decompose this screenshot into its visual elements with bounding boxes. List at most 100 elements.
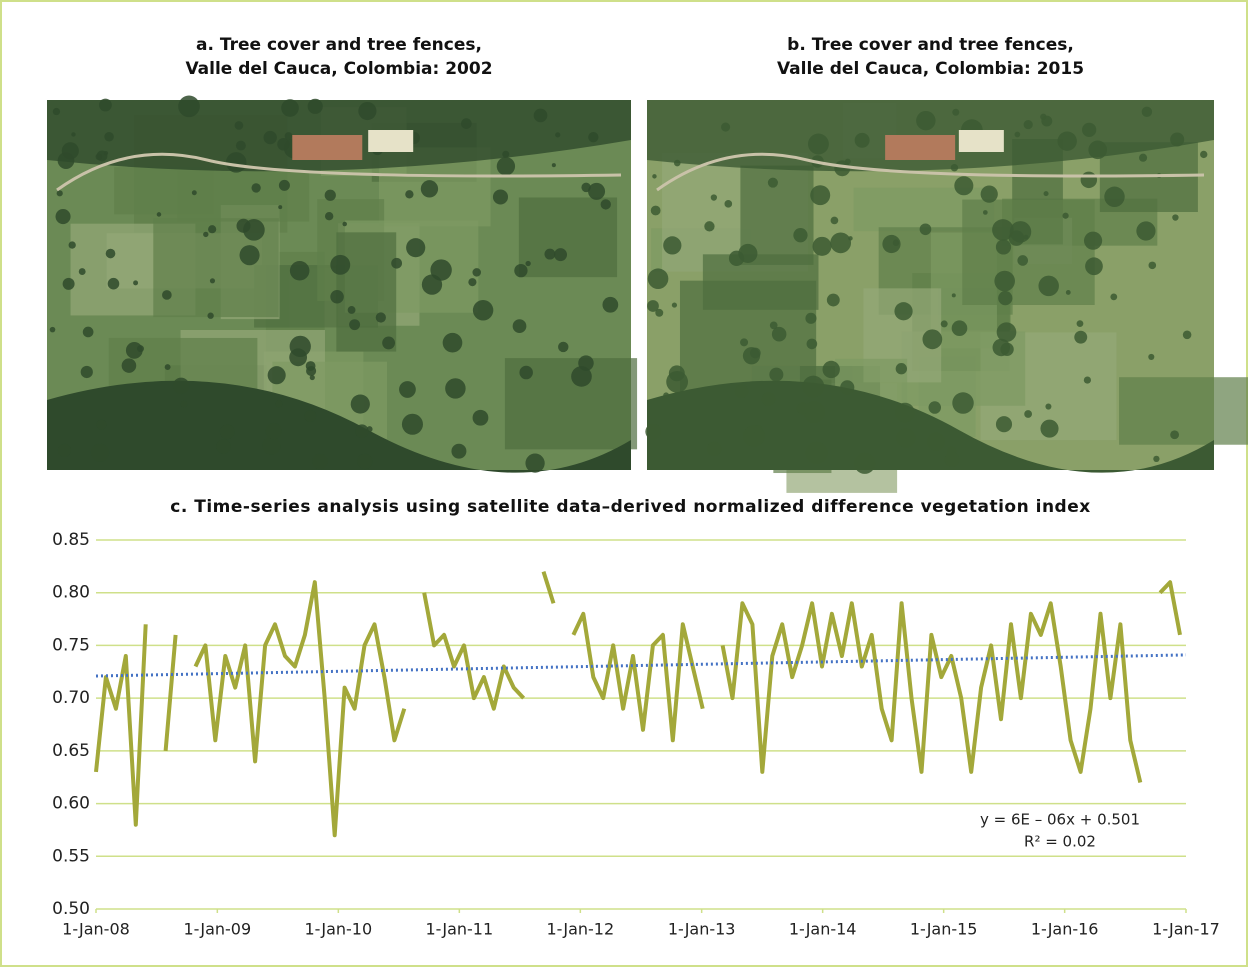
tree	[275, 400, 283, 408]
tree	[56, 190, 63, 197]
tree	[952, 108, 960, 116]
x-tick-label: 1-Jan-11	[426, 920, 494, 939]
y-tick-label: 0.60	[52, 794, 90, 814]
trend-line	[95, 653, 1187, 678]
tree	[349, 319, 361, 331]
tree	[219, 424, 235, 440]
tree	[928, 401, 942, 414]
trend-equation: R² = 0.02	[1024, 833, 1096, 851]
tree	[366, 426, 373, 433]
tree	[740, 338, 749, 347]
tree	[55, 208, 71, 225]
tree	[919, 223, 932, 236]
tree	[265, 422, 282, 440]
tree	[401, 413, 423, 435]
tree	[916, 110, 936, 131]
tree	[99, 98, 112, 112]
tree	[104, 132, 114, 142]
tree	[357, 453, 373, 470]
tree	[172, 377, 190, 395]
tree	[1040, 419, 1059, 438]
buildings	[292, 135, 363, 160]
tree	[769, 321, 778, 330]
tree	[826, 293, 840, 307]
field	[1119, 377, 1248, 445]
tree	[951, 320, 968, 337]
tree	[663, 236, 682, 255]
x-tick-label: 1-Jan-15	[910, 920, 978, 939]
tree	[1043, 191, 1049, 197]
tree	[645, 423, 662, 440]
tree	[647, 268, 669, 289]
tree	[710, 194, 718, 201]
tree	[399, 381, 416, 398]
trend-equation: y = 6E – 06x + 0.501	[980, 811, 1140, 829]
tree	[1172, 214, 1179, 221]
tree	[927, 432, 945, 451]
tree	[347, 306, 356, 314]
tree	[1110, 293, 1118, 301]
tree	[342, 221, 347, 227]
tree	[1083, 376, 1091, 384]
tree	[105, 248, 116, 259]
tree	[442, 332, 463, 353]
tree	[602, 296, 619, 313]
tree	[492, 189, 509, 205]
tree	[324, 212, 334, 221]
tree	[996, 322, 1017, 343]
tree	[78, 268, 86, 275]
tree	[1062, 212, 1069, 219]
tree	[133, 280, 139, 286]
tree	[281, 99, 299, 117]
tree	[1041, 115, 1053, 127]
tree	[430, 259, 452, 281]
image-title: b. Tree cover and tree fences,	[787, 35, 1074, 55]
x-tick-label: 1-Jan-17	[1152, 920, 1220, 939]
x-tick-label: 1-Jan-09	[184, 920, 252, 939]
y-tick-label: 0.70	[52, 688, 90, 708]
tree	[512, 319, 527, 334]
tree	[1104, 186, 1125, 207]
buildings	[368, 130, 414, 152]
tree	[502, 150, 510, 158]
tree	[1088, 140, 1108, 160]
tree	[289, 260, 310, 281]
y-tick-label: 0.75	[52, 635, 90, 655]
road	[656, 152, 1205, 192]
tree	[655, 308, 664, 317]
tree	[721, 122, 731, 132]
tree	[355, 424, 369, 438]
tree	[940, 320, 948, 328]
tree	[896, 428, 916, 448]
tree	[472, 300, 494, 321]
tree	[854, 452, 876, 474]
tree	[243, 219, 265, 241]
tree	[1200, 150, 1208, 159]
tree	[57, 443, 72, 458]
tree	[1148, 353, 1155, 360]
buildings	[958, 130, 1004, 152]
tree	[803, 401, 825, 423]
tree	[312, 453, 328, 470]
tree	[650, 205, 661, 216]
tree	[571, 366, 592, 387]
tree	[103, 151, 109, 156]
tree	[724, 199, 733, 208]
tree	[1153, 455, 1160, 462]
tree	[793, 228, 808, 243]
tree	[894, 302, 913, 321]
tree	[806, 338, 818, 350]
tree	[305, 361, 316, 371]
tree	[156, 212, 162, 217]
tree	[496, 157, 516, 176]
tree	[802, 375, 825, 398]
tree	[375, 312, 386, 323]
tree	[525, 453, 545, 473]
buildings	[885, 135, 956, 160]
tree	[445, 378, 466, 399]
tree	[944, 452, 960, 467]
tree	[121, 358, 137, 373]
image-title: a. Tree cover and tree fences,	[196, 35, 482, 55]
tree	[225, 152, 247, 173]
tree	[468, 278, 477, 287]
